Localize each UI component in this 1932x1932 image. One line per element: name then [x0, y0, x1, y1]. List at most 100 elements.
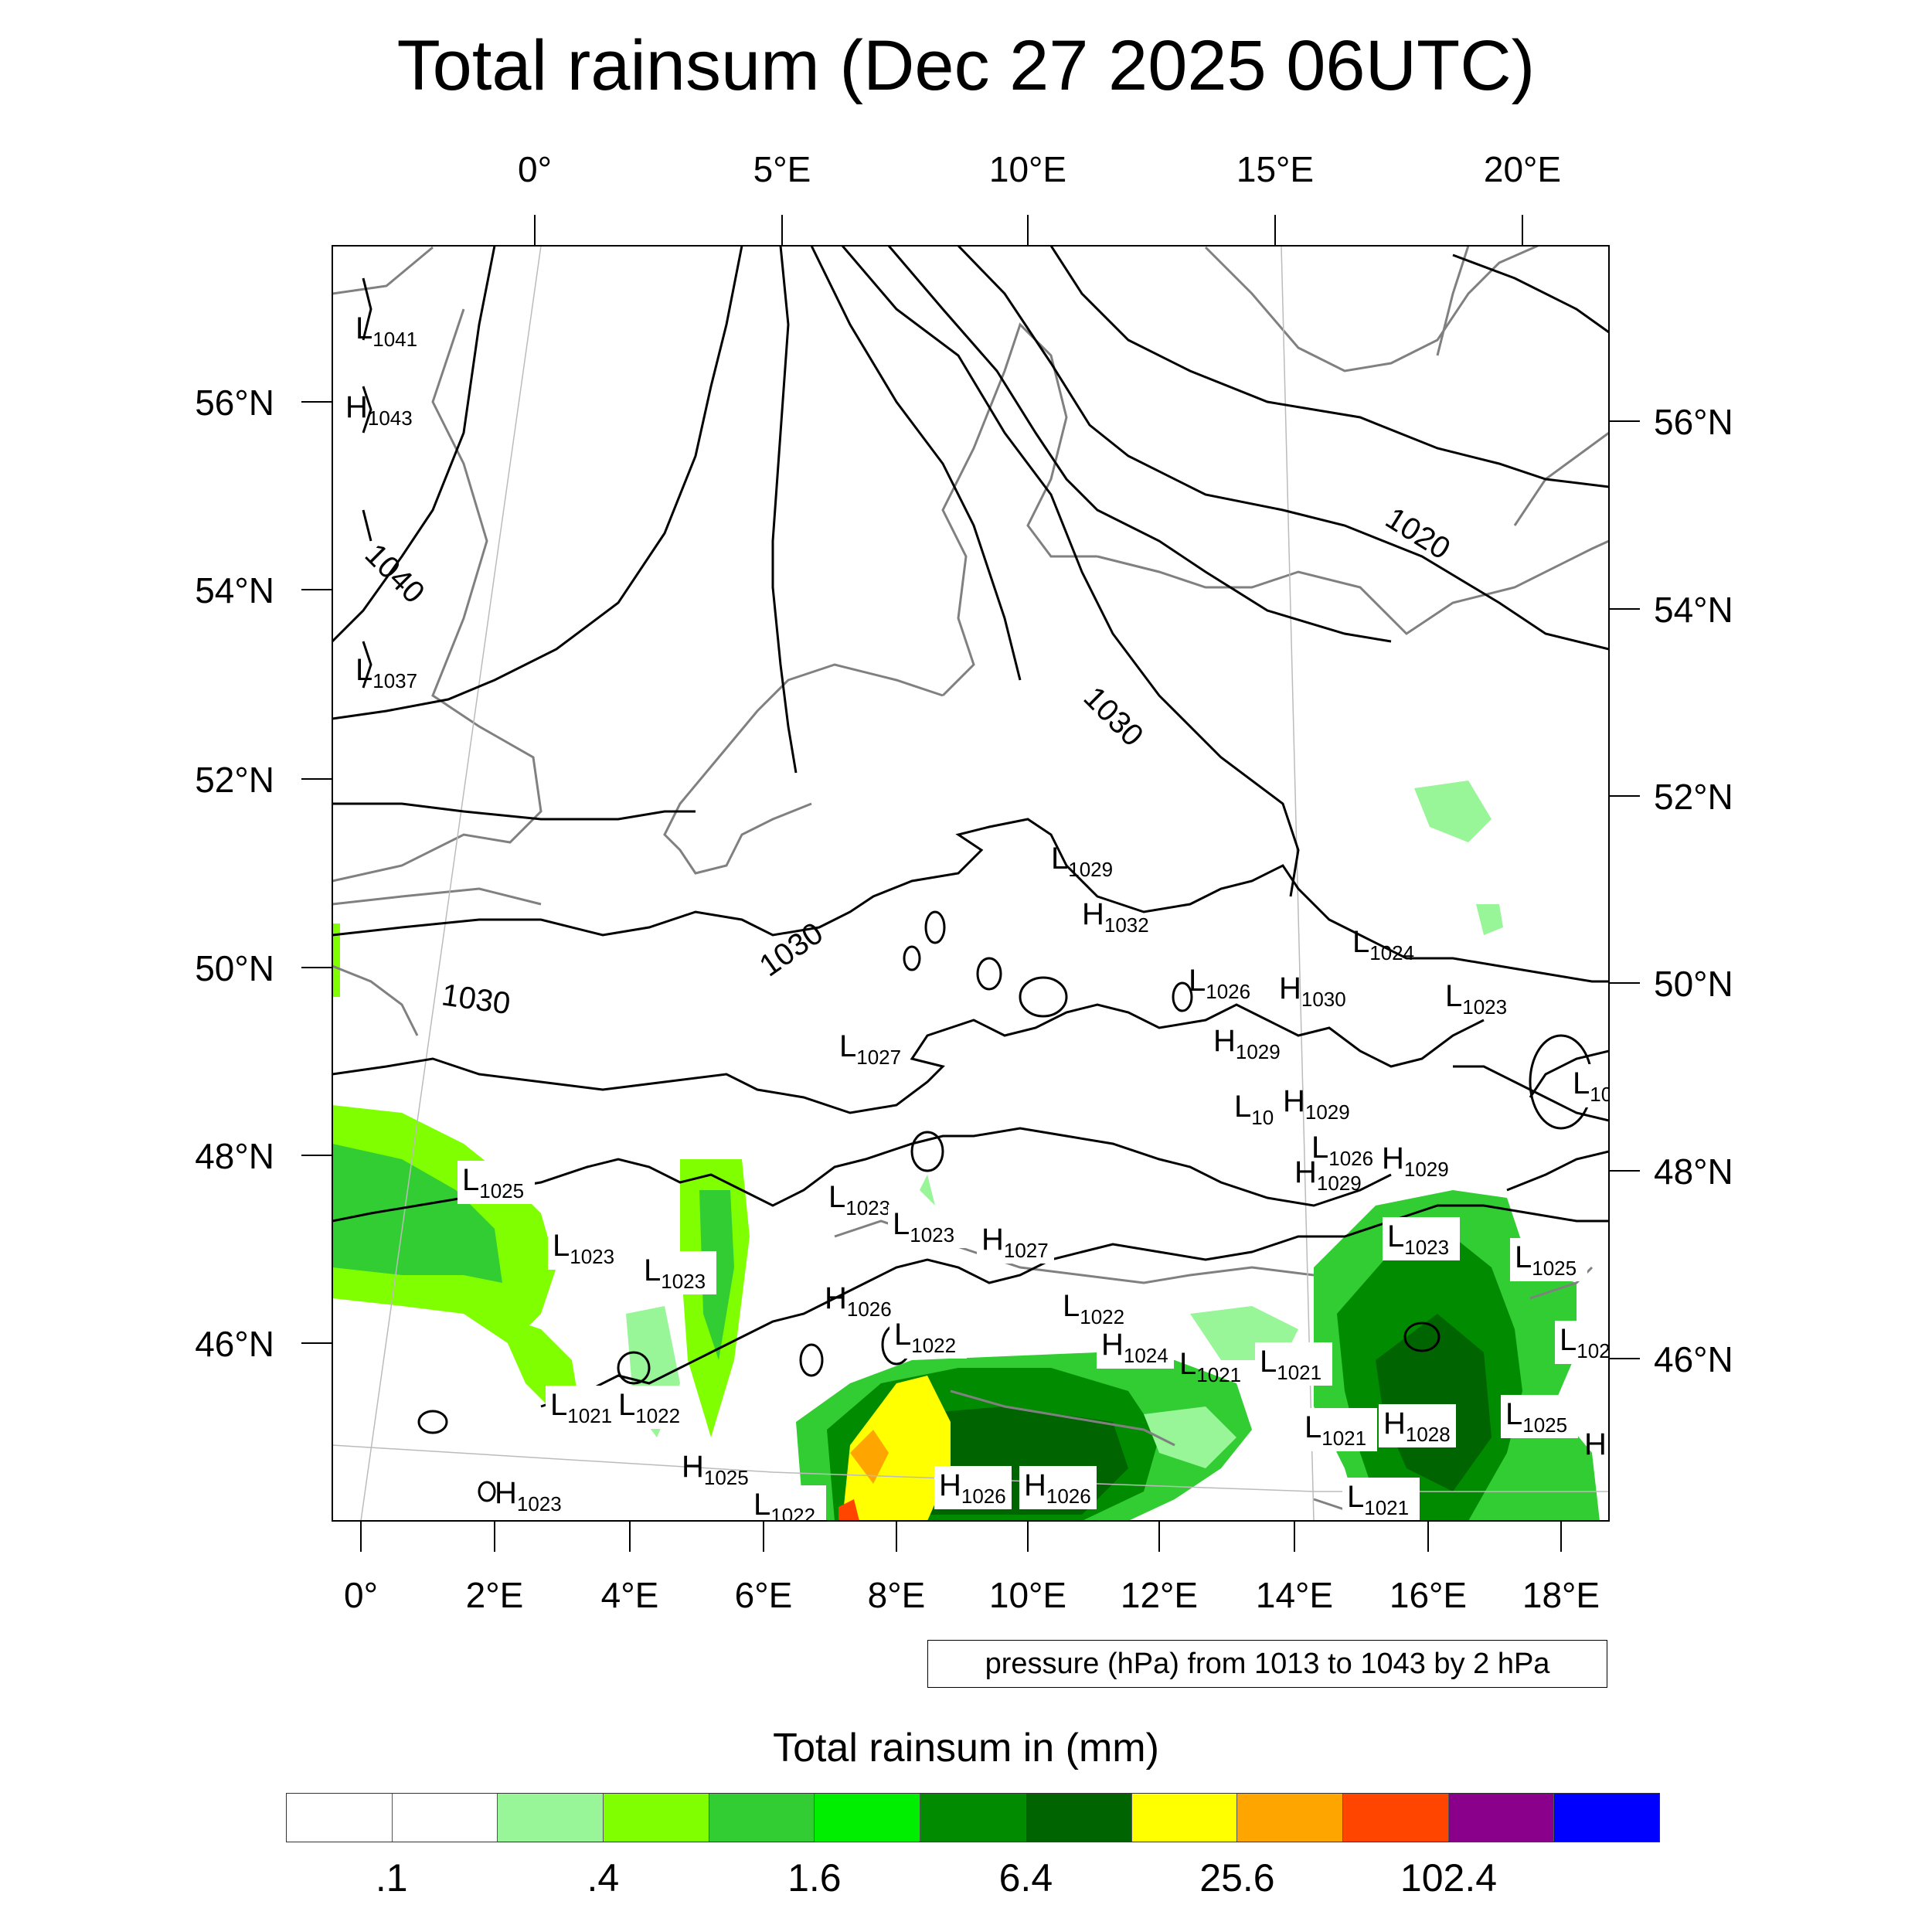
left-tick-label: 56°N [195, 383, 274, 423]
low-pressure-label: L1025 [457, 1161, 535, 1204]
label-background [934, 1466, 1012, 1509]
pressure-center-text: L1022 [753, 1488, 815, 1527]
colorbar-swatch [1237, 1794, 1343, 1842]
colorbar-swatch [1026, 1794, 1132, 1842]
pressure-center-text: L1021 [1260, 1345, 1321, 1384]
label-background [888, 1205, 965, 1248]
label-background [749, 1485, 826, 1521]
low-pressure-label: L10 [1234, 1090, 1274, 1129]
low-pressure-label: L1024 [1352, 925, 1414, 964]
label-background [977, 1220, 1054, 1264]
colorbar-swatch [815, 1794, 921, 1842]
high-pressure-label: H1028 [1379, 1404, 1456, 1447]
axis-ticks [301, 215, 1640, 1552]
bottom-axis: 0° 2°E 4°E 6°E 8°E 10°E 12°E 14°E 16°E 1… [344, 1575, 1600, 1615]
plot-border [332, 245, 1610, 1522]
pressure-center-text: L1029 [1051, 842, 1113, 881]
label-background [1342, 1478, 1420, 1521]
low-pressure-label: L1023 [639, 1251, 716, 1294]
pressure-center-text: H1043 [345, 390, 413, 430]
pressure-center-text: L1025 [1505, 1397, 1567, 1437]
low-pressure-label: L1022 [749, 1485, 826, 1527]
colorbar-swatch [920, 1794, 1026, 1842]
pressure-center-text: L1024 [1352, 925, 1414, 964]
pressure-center-text: H1032 [1082, 897, 1149, 937]
low-pressure-label: L1025 [1510, 1238, 1587, 1281]
low-pressure-label: L1022 [614, 1386, 691, 1429]
rain-area-max [842, 1376, 951, 1521]
label-background [1019, 1466, 1097, 1509]
label-background [548, 1226, 625, 1270]
pressure-center-text: L102 [1560, 1323, 1611, 1362]
coastlines [332, 246, 1609, 1516]
colorbar-swatch [709, 1794, 815, 1842]
colorbar-swatch [1131, 1794, 1238, 1842]
low-pressure-label: L1021 [546, 1386, 623, 1429]
colorbar-tick-label: 102.4 [1400, 1856, 1498, 1900]
right-tick-label: 54°N [1654, 590, 1733, 630]
label-background [1501, 1395, 1578, 1438]
contour-info-box: pressure (hPa) from 1013 to 1043 by 2 hP… [927, 1640, 1607, 1688]
low-pressure-label: L1022 [1058, 1287, 1135, 1330]
low-pressure-label: L1023 [1445, 979, 1507, 1019]
colorbar-swatch [498, 1794, 604, 1842]
pressure-center-text: L1022 [894, 1318, 956, 1357]
high-pressure-label: H1030 [1279, 971, 1346, 1011]
bottom-tick-label: 8°E [868, 1575, 926, 1615]
label-background [639, 1251, 716, 1294]
plot-area: 1020 1030 1040 1030 1030 L1041H1043L1037… [332, 246, 1611, 1527]
pressure-center-text: L1021 [1304, 1410, 1366, 1450]
bottom-tick-label: 10°E [989, 1575, 1066, 1615]
label-background [1510, 1238, 1587, 1281]
pressure-center-text: H1029 [1382, 1141, 1449, 1181]
colorbar-swatch [1342, 1794, 1449, 1842]
low-pressure-label: L1023 [888, 1205, 965, 1248]
low-pressure-label: L1023 [828, 1180, 890, 1219]
legend-title: Total rainsum in (mm) [773, 1726, 1159, 1770]
low-pressure-label: L1023 [1383, 1217, 1460, 1260]
high-pressure-label: H1032 [1082, 897, 1149, 937]
low-pressure-label: L1027 [839, 1029, 901, 1069]
high-pressure-label: H1025 [682, 1450, 749, 1489]
pressure-center-text: L1023 [1387, 1219, 1449, 1259]
low-pressure-label: L10 [1568, 1064, 1609, 1107]
bottom-tick-label: 0° [344, 1575, 378, 1615]
low-pressure-label: L1037 [355, 653, 417, 692]
label-background [1568, 1064, 1609, 1107]
bottom-tick-label: 12°E [1121, 1575, 1198, 1615]
pressure-center-text: H [1584, 1427, 1607, 1461]
left-tick-label: 54°N [195, 570, 274, 611]
high-pressure-label: H1026 [934, 1466, 1012, 1509]
pressure-center-text: L1027 [839, 1029, 901, 1069]
right-tick-label: 46°N [1654, 1339, 1733, 1379]
low-pressure-label: L1021 [1179, 1347, 1241, 1386]
high-pressure-label: H1024 [1097, 1325, 1174, 1369]
colorbar [286, 1793, 1660, 1842]
pressure-center-text: L1025 [1515, 1240, 1577, 1280]
pressure-center-text: H1026 [1024, 1468, 1091, 1508]
top-tick-label: 15°E [1236, 149, 1314, 189]
map-title: Total rainsum (Dec 27 2025 06UTC) [396, 26, 1536, 105]
pressure-center-text: L1023 [893, 1207, 954, 1247]
pressure-center-text: L1026 [1311, 1131, 1373, 1170]
colorbar-tick-label: .1 [375, 1856, 408, 1900]
high-pressure-label: H1029 [1213, 1024, 1281, 1063]
pressure-center-text: L1022 [1063, 1289, 1124, 1328]
pressure-center-text: H1026 [939, 1468, 1006, 1508]
pressure-center-text: H1029 [1283, 1084, 1350, 1124]
colorbar-tick-label: 1.6 [787, 1856, 842, 1900]
bottom-tick-label: 4°E [601, 1575, 659, 1615]
pressure-center-text: L1026 [1189, 964, 1250, 1003]
label-background [1097, 1325, 1174, 1369]
low-pressure-label: L1021 [1300, 1408, 1377, 1451]
label-background [1058, 1287, 1135, 1330]
low-pressure-label: L1029 [1051, 842, 1113, 881]
pressure-centers: L1041 H1043 L1037 L1029 H1032 L1027 L1024 L1026… [345, 311, 1611, 1527]
left-axis: 56°N 54°N 52°N 50°N 48°N 46°N [195, 383, 274, 1364]
high-pressure-label: H1023 [495, 1476, 562, 1515]
pressure-center-text: H1025 [682, 1450, 749, 1489]
low-pressure-label: L1021 [1342, 1478, 1420, 1521]
right-tick-label: 52°N [1654, 777, 1733, 817]
low-pressure-label: L1041 [355, 311, 417, 351]
